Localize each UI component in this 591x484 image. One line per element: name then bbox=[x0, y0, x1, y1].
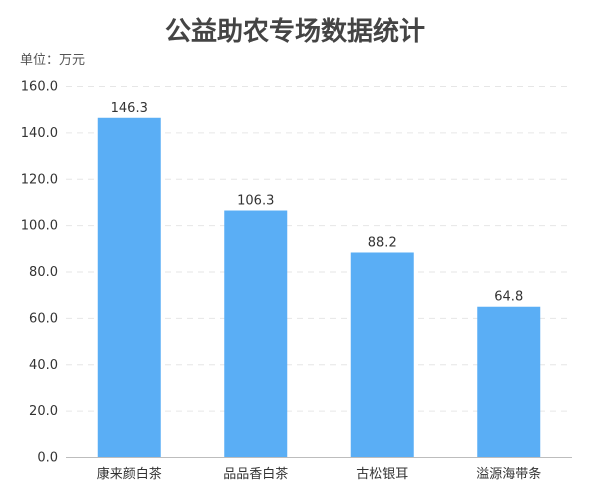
bar bbox=[224, 210, 288, 457]
y-tick-label: 80.0 bbox=[29, 265, 58, 280]
bar-value-label: 106.3 bbox=[237, 194, 274, 209]
y-tick-label: 40.0 bbox=[29, 358, 58, 373]
y-tick-label: 0.0 bbox=[37, 451, 58, 466]
bar bbox=[350, 252, 414, 457]
bar-value-label: 88.2 bbox=[368, 235, 397, 250]
bar bbox=[477, 306, 541, 457]
unit-label: 单位：万元 bbox=[20, 53, 85, 68]
y-axis-ticks: 0.0 20.0 40.0 60.0 80.0 100.0 120.0 140.0 160.0 bbox=[21, 80, 58, 466]
x-category-label: 溢源海带条 bbox=[476, 466, 541, 482]
y-tick-label: 60.0 bbox=[29, 311, 58, 326]
value-labels: 146.3 106.3 88.2 64.8 bbox=[111, 101, 524, 305]
y-tick-label: 120.0 bbox=[21, 172, 58, 187]
bars bbox=[97, 117, 541, 457]
chart-title: 公益助农专场数据统计 bbox=[165, 16, 425, 47]
x-category-label: 古松银耳 bbox=[356, 467, 408, 482]
bar-value-label: 64.8 bbox=[494, 290, 523, 305]
y-tick-label: 140.0 bbox=[21, 126, 58, 141]
y-tick-label: 20.0 bbox=[29, 404, 58, 419]
bar bbox=[97, 117, 161, 457]
x-category-label: 康来颜白茶 bbox=[97, 466, 162, 482]
y-tick-label: 160.0 bbox=[21, 80, 58, 95]
x-axis-categories: 康来颜白茶 品品香白茶 古松银耳 溢源海带条 bbox=[97, 466, 542, 482]
bar-value-label: 146.3 bbox=[111, 101, 148, 116]
y-tick-label: 100.0 bbox=[21, 219, 58, 234]
x-category-label: 品品香白茶 bbox=[223, 466, 288, 482]
